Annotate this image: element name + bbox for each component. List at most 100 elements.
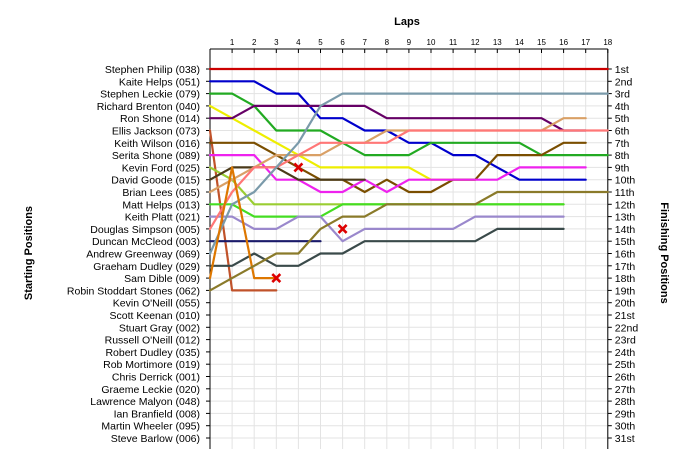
series-line [208, 166, 278, 280]
series-line [208, 154, 587, 194]
lap-tick-label: 11 [449, 38, 458, 47]
lap-tick-label: 12 [471, 38, 480, 47]
finishing-position-label: 10th [615, 175, 636, 187]
driver-label: Rob Mortimore (019) [103, 359, 200, 371]
retired-marker-stroke [293, 162, 304, 173]
finishing-position-label: 21st [615, 310, 635, 322]
marker-layer [271, 162, 348, 284]
finishing-position-label: 25th [615, 359, 636, 371]
finishing-position-label: 14th [615, 224, 636, 236]
left-axis-title: Starting Positions [23, 206, 35, 300]
finishing-position-label: 16th [615, 249, 636, 261]
finishing-position-label: 20th [615, 298, 636, 310]
driver-label: Andrew Greenway (069) [86, 249, 200, 261]
finishing-position-label: 23rd [615, 335, 636, 347]
driver-label: David Goode (015) [111, 175, 200, 187]
series-line [208, 227, 565, 267]
finishing-position-label: 24th [615, 347, 636, 359]
series-layer [208, 67, 609, 292]
driver-label: Ron Shone (014) [120, 113, 200, 125]
driver-label: Brian Lees (085) [122, 187, 200, 199]
driver-label: Ellis Jackson (073) [112, 126, 200, 138]
driver-label: Robert Dudley (035) [105, 347, 200, 359]
driver-label: Steve Barlow (006) [111, 433, 200, 445]
driver-label: Stuart Gray (002) [119, 322, 200, 334]
retired-marker-stroke [271, 273, 282, 284]
finishing-position-label: 6th [615, 126, 630, 138]
lap-tick-label: 16 [559, 38, 568, 47]
lap-tick-label: 2 [252, 38, 257, 47]
finishing-position-label: 31st [615, 433, 635, 445]
right-axis-title: Finishing Positions [658, 202, 670, 303]
driver-label: Chris Derrick (001) [112, 372, 200, 384]
lap-tick-label: 3 [274, 38, 279, 47]
lap-tick-label: 18 [603, 38, 612, 47]
series-line [208, 190, 609, 292]
finishing-position-label: 28th [615, 396, 636, 408]
finishing-position-label: 13th [615, 212, 636, 224]
finishing-position-label: 9th [615, 162, 630, 174]
series-line [208, 92, 609, 255]
finishing-position-label: 15th [615, 236, 636, 248]
lap-tick-label: 6 [340, 38, 345, 47]
driver-label: Richard Brenton (040) [97, 101, 200, 113]
driver-label: Duncan McCleod (003) [92, 236, 200, 248]
lap-tick-label: 17 [581, 38, 590, 47]
finishing-position-label: 22nd [615, 322, 639, 334]
driver-label: Kaite Helps (051) [119, 76, 200, 88]
grid-layer [206, 48, 612, 449]
driver-label: Serita Shone (089) [112, 150, 200, 162]
driver-label: Russell O'Neill (012) [105, 335, 200, 347]
driver-label: Kevin O'Neill (055) [113, 298, 200, 310]
finishing-position-label: 11th [615, 187, 635, 199]
lap-tick-label: 10 [427, 38, 436, 47]
driver-label: Kevin Ford (025) [122, 162, 200, 174]
finishing-position-label: 26th [615, 372, 636, 384]
series-line [208, 166, 366, 181]
x-axis-title: Laps [394, 16, 420, 28]
lap-tick-label: 5 [318, 38, 323, 47]
driver-label: Martin Wheeler (095) [101, 421, 200, 433]
lap-tick-label: 14 [515, 38, 524, 47]
driver-label: Keith Platt (021) [125, 212, 200, 224]
finishing-position-label: 17th [615, 261, 636, 273]
finishing-position-label: 4th [615, 101, 630, 113]
lap-tick-label: 9 [407, 38, 412, 47]
driver-label: Matt Helps (013) [122, 199, 200, 211]
lap-tick-label: 1 [230, 38, 235, 47]
finishing-position-label: 19th [615, 285, 636, 297]
finishing-position-label: 27th [615, 384, 636, 396]
driver-label: Sam Dible (009) [124, 273, 200, 285]
lap-tick-label: 7 [362, 38, 367, 47]
lap-tick-label: 8 [385, 38, 390, 47]
series-line [208, 215, 565, 243]
finishing-position-label: 8th [615, 150, 630, 162]
finishing-position-label: 1st [615, 64, 629, 76]
retired-marker [337, 223, 348, 234]
finishing-position-label: 3rd [615, 89, 630, 101]
finishing-position-label: 5th [615, 113, 630, 125]
driver-label: Douglas Simpson (005) [90, 224, 200, 236]
driver-label: Ian Branfield (008) [114, 408, 200, 420]
retired-marker [271, 273, 282, 284]
finishing-position-label: 30th [615, 421, 636, 433]
retired-marker-stroke [337, 223, 348, 234]
driver-label: Keith Wilson (016) [114, 138, 200, 150]
driver-label: Stephen Philip (038) [105, 64, 200, 76]
retired-marker [293, 162, 304, 173]
finishing-position-label: 2nd [615, 76, 633, 88]
lap-tick-label: 13 [493, 38, 502, 47]
lap-tick-label: 4 [296, 38, 301, 47]
driver-label: Stephen Leckie (079) [100, 89, 200, 101]
driver-label: Graeham Dudley (029) [93, 261, 200, 273]
driver-label: Robin Stoddart Stones (062) [67, 285, 200, 297]
finishing-position-label: 7th [615, 138, 630, 150]
series-line [208, 104, 587, 132]
driver-label: Scott Keenan (010) [110, 310, 200, 322]
finishing-position-label: 12th [615, 199, 636, 211]
driver-label: Lawrence Malyon (048) [90, 396, 200, 408]
driver-label: Graeme Leckie (020) [101, 384, 200, 396]
finishing-position-label: 18th [615, 273, 636, 285]
